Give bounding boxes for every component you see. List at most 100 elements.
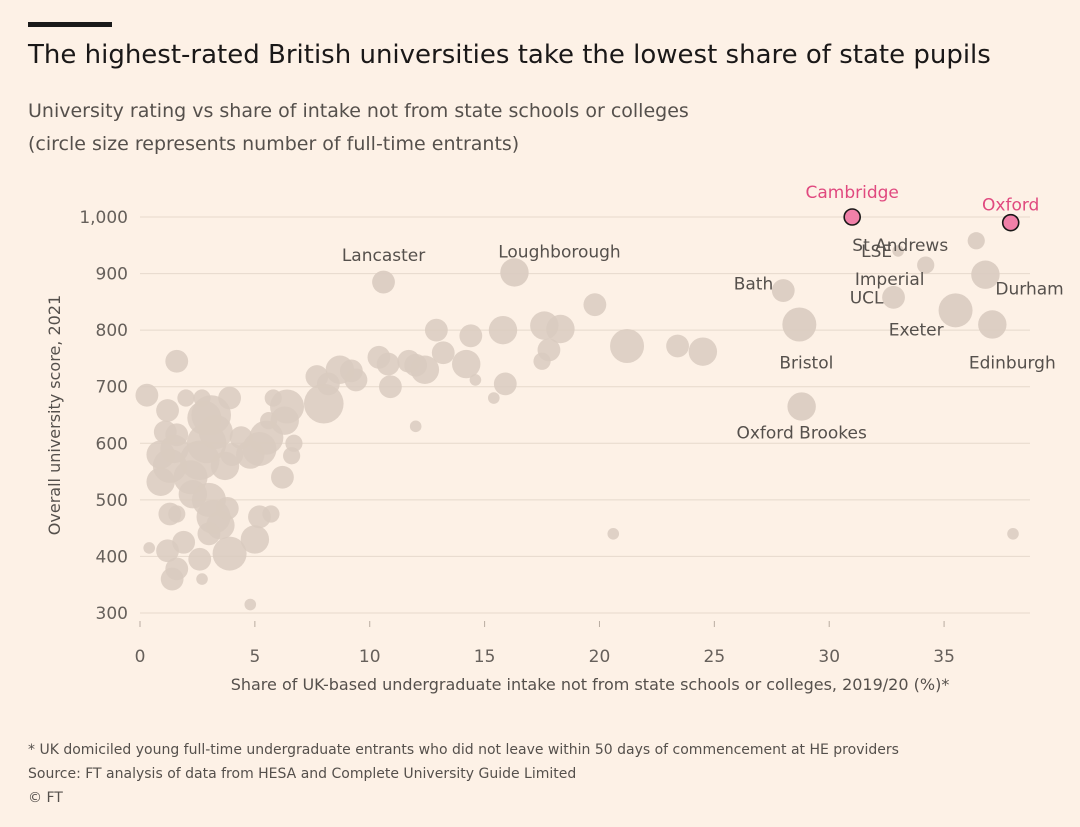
chart-footer: * UK domiciled young full-time undergrad… <box>28 738 899 810</box>
data-point <box>1007 528 1019 540</box>
x-tick-label: 20 <box>589 647 611 667</box>
label-durham: Durham <box>995 280 1063 300</box>
data-point <box>218 386 241 410</box>
y-axis-title: Overall university score, 2021 <box>45 295 64 535</box>
data-point-oxford <box>1001 213 1020 232</box>
x-axis-title: Share of UK-based undergraduate intake n… <box>231 675 950 694</box>
y-tick-label: 700 <box>96 378 128 398</box>
data-point-edinburgh <box>978 310 1007 339</box>
copyright: © FT <box>28 790 63 806</box>
data-point-imperial <box>917 256 935 274</box>
x-tick-label: 30 <box>818 647 840 667</box>
data-point <box>583 293 607 317</box>
y-tick-label: 400 <box>96 547 128 567</box>
data-point <box>143 542 155 554</box>
data-point <box>262 505 280 523</box>
data-point <box>165 349 189 373</box>
data-point <box>610 328 645 363</box>
footnote: * UK domiciled young full-time undergrad… <box>28 742 899 758</box>
label-ucl: UCL <box>850 288 884 308</box>
y-tick-label: 500 <box>96 491 128 511</box>
axis-ticks: 300 400 500 600 700 800 900 1,000 0 5 10 15 20 25 30 35 <box>79 208 955 667</box>
label-st-andrews: St Andrews <box>852 236 948 256</box>
label-loughborough: Loughborough <box>498 242 620 262</box>
data-point <box>135 383 159 407</box>
label-imperial: Imperial <box>855 270 925 290</box>
ft-accent-bar <box>28 22 112 27</box>
data-point-loughborough <box>500 258 529 287</box>
x-tick-label: 10 <box>359 647 381 667</box>
data-point-exeter <box>938 293 973 328</box>
data-point <box>452 349 481 379</box>
data-point <box>666 334 689 358</box>
label-exeter: Exeter <box>889 320 944 340</box>
bubbles <box>135 208 1020 611</box>
data-point <box>344 368 368 392</box>
data-point-durham <box>971 260 1000 289</box>
data-point-bath <box>771 279 795 302</box>
label-oxford-brookes: Oxford Brookes <box>736 424 866 444</box>
data-point-lancaster <box>372 270 395 294</box>
data-point <box>215 496 239 520</box>
data-point <box>197 522 221 546</box>
subtitle-line-2: (circle size represents number of full-t… <box>28 133 520 155</box>
data-point <box>177 389 195 407</box>
data-point-bristol <box>782 307 817 342</box>
label-bath: Bath <box>734 275 774 295</box>
data-point <box>469 374 482 386</box>
chart-subtitle: University rating vs share of intake not… <box>28 95 689 161</box>
label-edinburgh: Edinburgh <box>969 353 1056 373</box>
data-point <box>146 467 175 496</box>
data-point <box>244 598 257 611</box>
data-point <box>487 392 500 404</box>
data-point <box>212 536 247 571</box>
data-point <box>270 406 299 435</box>
y-tick-label: 900 <box>96 265 128 285</box>
y-tick-label: 800 <box>96 321 128 341</box>
data-point <box>376 352 400 376</box>
x-tick-label: 0 <box>135 647 146 667</box>
data-point <box>410 355 440 384</box>
data-point <box>493 372 517 396</box>
x-tick-label: 5 <box>249 647 260 667</box>
x-tick-label: 35 <box>933 647 955 667</box>
data-point <box>172 530 196 554</box>
label-lse: LSE <box>861 242 892 262</box>
source-note: Source: FT analysis of data from HESA an… <box>28 766 577 782</box>
data-point <box>303 383 344 424</box>
data-point <box>379 375 402 399</box>
x-tick-label: 25 <box>704 647 726 667</box>
data-point <box>271 465 294 489</box>
data-point <box>156 399 179 422</box>
data-point <box>607 528 620 540</box>
subtitle-line-1: University rating vs share of intake not… <box>28 100 689 122</box>
data-point-cambridge <box>843 208 861 226</box>
data-point <box>459 324 483 348</box>
data-point-st-andrews <box>967 232 985 250</box>
x-tick-label: 15 <box>474 647 496 667</box>
label-oxford: Oxford <box>982 196 1039 216</box>
label-bristol: Bristol <box>779 353 833 373</box>
data-point <box>196 573 208 585</box>
data-point <box>424 318 448 342</box>
data-point <box>193 389 211 407</box>
y-tick-label: 600 <box>96 434 128 454</box>
data-point <box>546 314 575 344</box>
data-point <box>533 352 551 370</box>
data-point <box>160 567 184 591</box>
data-point <box>198 414 233 449</box>
data-point <box>409 420 422 433</box>
data-point <box>240 525 270 554</box>
data-point-oxford-brookes <box>787 392 816 421</box>
data-point-lse <box>892 245 904 257</box>
data-point <box>431 341 455 365</box>
data-point <box>188 547 212 571</box>
label-lancaster: Lancaster <box>342 246 425 266</box>
y-tick-label: 1,000 <box>79 208 128 228</box>
data-point <box>283 447 301 465</box>
data-point <box>688 337 718 366</box>
chart-title: The highest-rated British universities t… <box>28 40 991 70</box>
y-tick-label: 300 <box>96 604 128 624</box>
